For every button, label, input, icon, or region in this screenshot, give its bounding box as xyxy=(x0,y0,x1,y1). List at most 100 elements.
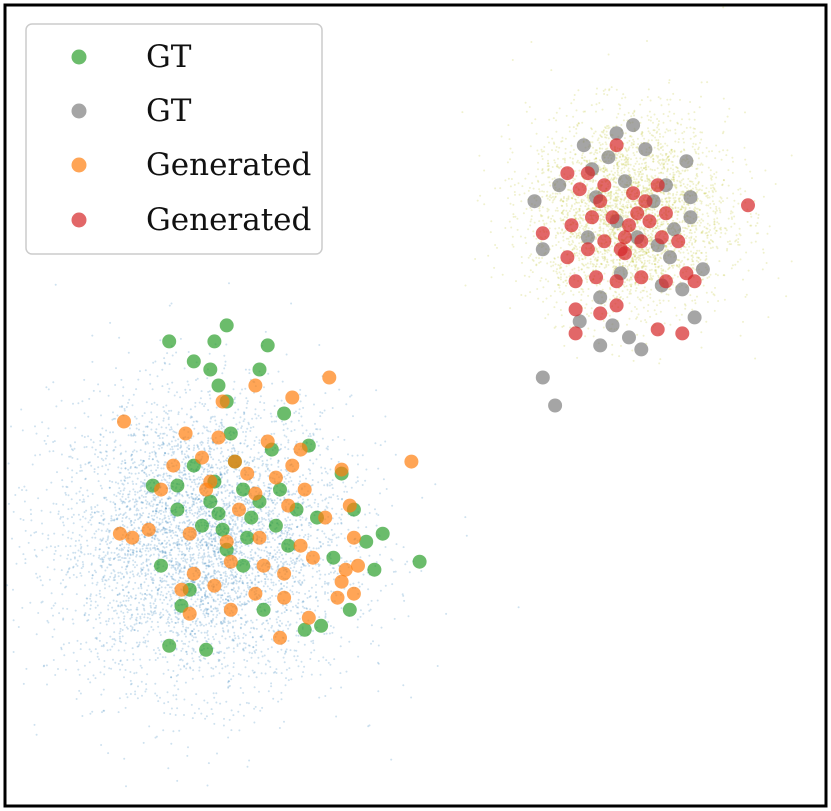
density-point xyxy=(179,441,182,444)
density-point xyxy=(247,702,250,705)
density-point xyxy=(200,390,203,393)
density-point xyxy=(119,471,122,474)
density-point xyxy=(169,713,172,715)
density-point xyxy=(147,573,149,576)
density-point xyxy=(165,575,168,578)
density-point xyxy=(147,640,150,643)
density-point xyxy=(178,596,181,599)
density-point xyxy=(10,425,12,428)
density-point xyxy=(232,662,235,665)
density-point xyxy=(336,495,339,498)
density-point xyxy=(197,508,200,511)
density-point xyxy=(312,434,315,436)
density-point xyxy=(274,670,277,673)
density-point xyxy=(102,518,105,521)
density-point xyxy=(208,520,211,523)
density-point xyxy=(41,549,44,552)
density-point xyxy=(203,571,206,574)
density-point xyxy=(299,583,302,586)
density-point xyxy=(140,598,143,600)
density-point xyxy=(106,538,109,541)
density-point xyxy=(208,538,211,541)
density-point xyxy=(215,571,218,574)
density-point xyxy=(228,684,231,687)
density-point xyxy=(60,453,63,456)
density-point xyxy=(239,496,242,499)
density-point xyxy=(118,471,121,474)
density-point xyxy=(279,588,282,591)
density-point xyxy=(209,467,212,469)
density-point xyxy=(223,504,226,507)
density-point xyxy=(137,572,140,575)
density-point xyxy=(98,589,101,592)
density-point xyxy=(259,635,262,638)
density-point xyxy=(89,595,92,597)
density-point xyxy=(65,493,67,496)
density-point xyxy=(240,525,243,528)
density-point xyxy=(287,620,290,623)
density-point xyxy=(205,715,208,718)
density-point xyxy=(72,522,75,525)
density-point xyxy=(184,681,187,684)
density-point xyxy=(269,457,272,460)
density-point xyxy=(248,527,251,530)
density-point xyxy=(241,516,244,519)
density-point xyxy=(240,574,243,577)
density-point xyxy=(47,534,50,537)
density-point xyxy=(210,528,213,531)
density-point xyxy=(91,360,94,363)
density-point xyxy=(367,588,370,591)
density-point xyxy=(91,493,94,495)
density-point xyxy=(299,515,301,518)
density-point xyxy=(269,601,272,603)
density-point xyxy=(57,545,60,547)
density-point xyxy=(54,674,57,676)
density-point xyxy=(206,630,209,632)
density-point xyxy=(172,730,175,733)
density-point xyxy=(135,619,138,622)
density-point xyxy=(169,497,172,500)
density-point xyxy=(200,608,202,611)
density-point xyxy=(171,537,174,539)
density-point xyxy=(206,470,209,473)
density-point xyxy=(249,579,252,582)
density-point xyxy=(247,502,250,505)
density-point xyxy=(219,452,222,455)
density-point xyxy=(164,463,167,466)
density-point xyxy=(247,599,249,602)
density-point xyxy=(143,482,146,485)
density-point xyxy=(156,537,159,540)
density-point xyxy=(298,617,301,620)
density-point xyxy=(128,472,131,474)
density-point xyxy=(243,589,246,592)
density-point xyxy=(177,621,180,624)
density-point xyxy=(225,585,228,588)
density-point xyxy=(47,427,50,430)
density-point xyxy=(117,604,120,607)
density-point xyxy=(215,616,218,619)
density-point xyxy=(230,531,233,534)
density-point xyxy=(233,470,235,473)
density-point xyxy=(37,497,40,500)
density-point xyxy=(236,596,239,599)
density-point xyxy=(212,493,215,496)
density-point xyxy=(184,442,187,445)
density-point xyxy=(60,648,63,651)
density-point xyxy=(241,451,244,454)
density-point xyxy=(252,426,255,428)
density-point xyxy=(228,282,230,285)
density-point xyxy=(163,598,166,601)
density-point xyxy=(254,552,257,555)
density-point xyxy=(275,415,278,418)
density-point xyxy=(106,543,109,546)
density-point xyxy=(145,544,148,547)
density-point xyxy=(158,649,161,652)
density-point xyxy=(300,566,303,569)
density-point xyxy=(146,434,149,437)
density-point xyxy=(140,501,143,503)
density-point xyxy=(153,475,156,478)
density-point xyxy=(104,569,107,572)
density-point xyxy=(99,390,101,393)
density-point xyxy=(355,481,358,484)
density-point xyxy=(180,630,183,633)
